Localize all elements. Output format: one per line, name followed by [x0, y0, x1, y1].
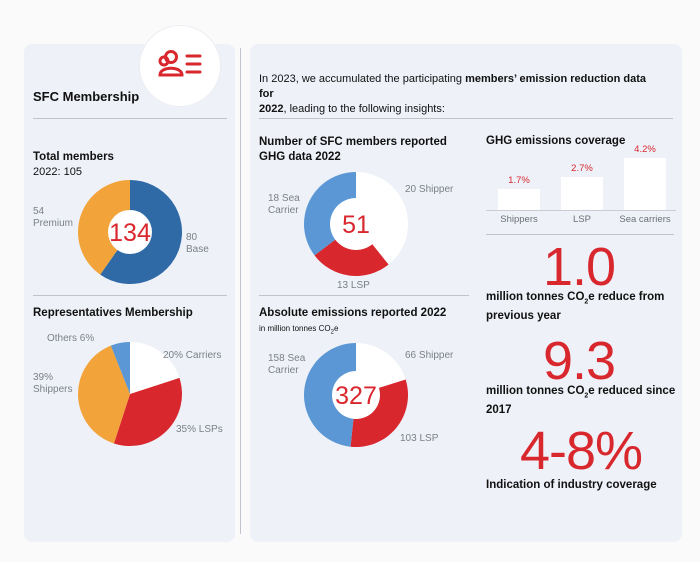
stat3-value: 4-8%	[520, 421, 643, 481]
stat2-line1-suffix: e reduced since	[588, 385, 676, 397]
coverage-bar-shippers	[498, 188, 540, 210]
shippers-label: 39% Shippers	[33, 372, 72, 396]
representatives-chart	[78, 342, 182, 446]
reported-center-circle	[330, 198, 382, 250]
coverage-category-label: Shippers	[500, 214, 538, 225]
reported-sea-label: 18 Sea Carrier	[268, 193, 300, 217]
coverage-chart: 1.7% Shippers 2.7% LSP 4.2% Sea carriers	[486, 140, 676, 230]
stat2-line1-prefix: million tonnes CO	[486, 385, 585, 397]
coverage-bar-sea-carriers	[624, 158, 666, 210]
coverage-heading: GHG emissions coverage	[486, 135, 626, 147]
coverage-value-label: 4.2%	[634, 144, 656, 155]
membership-title: SFC Membership	[33, 89, 140, 104]
representatives-slice-carriers	[130, 342, 180, 394]
stat1-caption: million tonnes CO2e reduce from previous…	[486, 290, 664, 324]
intro-prefix: In 2023, we accumulated the participatin…	[259, 73, 466, 85]
absolute-sea-line2: Carrier	[268, 365, 299, 376]
reported-sea-line2: Carrier	[268, 205, 299, 216]
insights-panel	[250, 44, 682, 542]
coverage-bar-lsp	[561, 176, 603, 210]
absolute-heading: Absolute emissions reported 2022	[259, 307, 447, 319]
reported-sea-line1: 18 Sea	[268, 193, 300, 204]
reported-center-value: 51	[342, 211, 370, 239]
premium-value: 54	[33, 206, 45, 217]
stat3-caption: Indication of industry coverage	[486, 479, 657, 491]
absolute-sea-line1: 158 Sea	[268, 353, 306, 364]
absolute-unit-suffix: e	[333, 324, 339, 333]
reported-members-chart: 51	[304, 172, 408, 276]
reported-lsp-label: 13 LSP	[337, 280, 370, 291]
stat1-line2: previous year	[486, 310, 561, 323]
coverage-rule	[486, 234, 674, 235]
premium-label: 54 Premium	[33, 206, 73, 230]
representatives-slice-others	[110, 342, 130, 394]
membership-badge	[140, 26, 220, 106]
reported-slice-sea-carrier	[304, 172, 356, 256]
total-members-heading: Total members	[33, 151, 114, 163]
representatives-slice-lsps	[113, 377, 182, 446]
carriers-label: 20% Carriers	[163, 350, 222, 361]
stat1-line1-prefix: million tonnes CO	[486, 291, 585, 303]
intro-bold-1: members’ emission reduction data for	[259, 73, 647, 100]
intro-bold-2: 2022	[259, 103, 284, 115]
reported-heading-line2: GHG data 2022	[259, 151, 341, 163]
premium-name: Premium	[33, 218, 74, 229]
absolute-unit-sub: 2	[330, 329, 334, 336]
stat2-line1-sub: 2	[584, 392, 589, 400]
coverage-value-label: 1.7%	[508, 174, 530, 186]
base-value: 80	[186, 232, 198, 243]
intro-rule	[259, 118, 673, 119]
absolute-emissions-chart: 327	[303, 343, 408, 447]
stat1-line1-sub: 2	[584, 298, 589, 306]
coverage-category-label: Sea carriers	[619, 214, 671, 225]
people-list-icon	[158, 50, 202, 77]
stat2-caption: million tonnes CO2e reduced since 2017	[486, 384, 675, 418]
shippers-pct: 39%	[33, 372, 54, 383]
panel-divider	[240, 48, 241, 534]
lsps-label: 35% LSPs	[176, 424, 223, 435]
base-label: 80 Base	[186, 232, 209, 256]
representatives-heading: Representatives Membership	[33, 307, 193, 319]
middle-rule	[259, 295, 469, 296]
total-members-slice-premium	[78, 180, 130, 275]
coverage-value-label: 2.7%	[571, 162, 593, 174]
absolute-slice-sea-carrier	[303, 343, 356, 447]
reported-slice-shipper	[356, 172, 408, 265]
intro-suffix: , leading to the following insights:	[283, 103, 445, 115]
absolute-unit: in million tonnes CO2e	[259, 324, 338, 336]
absolute-unit-prefix: in million tonnes CO	[259, 324, 331, 333]
membership-panel	[24, 44, 235, 542]
total-members-2022: 2022: 105	[33, 166, 82, 178]
reported-slice-lsp	[314, 224, 389, 276]
total-members-center-value: 134	[109, 219, 151, 247]
representatives-slice-shippers	[78, 345, 130, 444]
absolute-lsp-label: 103 LSP	[400, 433, 439, 444]
total-members-chart: 134	[78, 180, 182, 284]
reported-shipper-label: 20 Shipper	[405, 184, 454, 195]
stat2-line2: 2017	[486, 404, 512, 417]
base-name: Base	[186, 244, 209, 255]
absolute-sea-label: 158 Sea Carrier	[268, 353, 305, 377]
membership-title-rule	[33, 118, 227, 119]
stat1-value: 1.0	[543, 237, 616, 297]
intro-text: In 2023, we accumulated the participatin…	[259, 72, 659, 117]
left-section-rule	[33, 295, 227, 296]
absolute-shipper-label: 66 Shipper	[405, 350, 454, 361]
absolute-center-value: 327	[335, 382, 377, 410]
coverage-category-label: LSP	[573, 214, 591, 225]
total-members-center-circle	[108, 210, 152, 254]
coverage-axis-line	[486, 210, 676, 211]
absolute-center-circle	[332, 371, 380, 419]
shippers-name: Shippers	[33, 384, 73, 395]
stat1-line1-suffix: e reduce from	[588, 291, 665, 303]
reported-heading-line1: Number of SFC members reported	[259, 136, 447, 148]
reported-heading: Number of SFC members reported GHG data …	[259, 135, 447, 165]
stat2-value: 9.3	[543, 331, 616, 391]
others-label: Others 6%	[47, 333, 95, 344]
